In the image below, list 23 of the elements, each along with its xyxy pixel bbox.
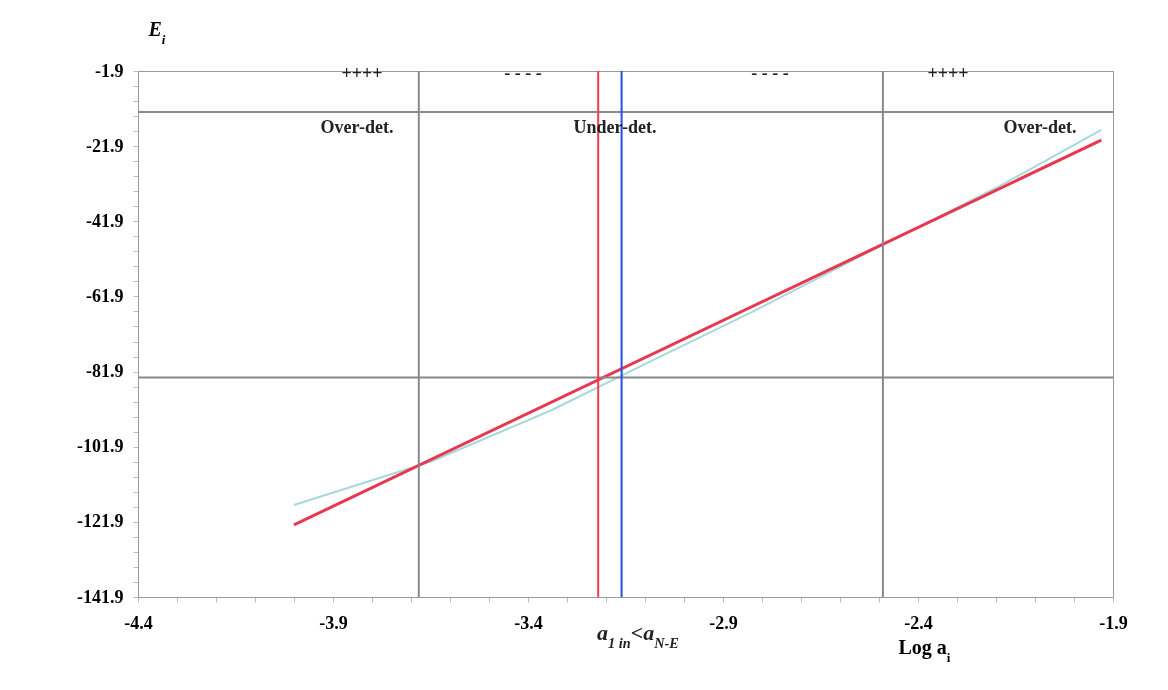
x-tick-label: -2.4	[904, 612, 933, 633]
y-tick-label: -1.9	[95, 60, 124, 81]
y-tick-label: -121.9	[77, 511, 124, 532]
x-axis-title: Log a$_{i}$	[898, 635, 951, 664]
annotation: - - - -	[504, 63, 542, 83]
x-tick-label: -3.9	[319, 612, 348, 633]
y-axis-title: E$_{i}$	[147, 17, 166, 46]
text: a$_{1 in}$<a$_{N-E}$	[597, 620, 679, 651]
y-tick-label: -141.9	[77, 586, 124, 607]
y-tick-label: -21.9	[86, 135, 124, 156]
y-tick-label: -101.9	[77, 436, 124, 457]
annotation: Over-det.	[320, 117, 394, 137]
annotation: ++++	[341, 63, 383, 83]
annotation: Over-det.	[1003, 117, 1077, 137]
x-tick-label: -4.4	[124, 612, 153, 633]
x-tick-label: -3.4	[514, 612, 543, 633]
y-tick-label: -41.9	[86, 210, 124, 231]
y-tick-label: -81.9	[86, 361, 124, 382]
x-tick-label: -1.9	[1099, 612, 1128, 633]
annotation: ++++	[927, 63, 969, 83]
annotation: - - - -	[751, 63, 789, 83]
x-tick-label: -2.9	[709, 612, 738, 633]
y-tick-label: -61.9	[86, 285, 124, 306]
